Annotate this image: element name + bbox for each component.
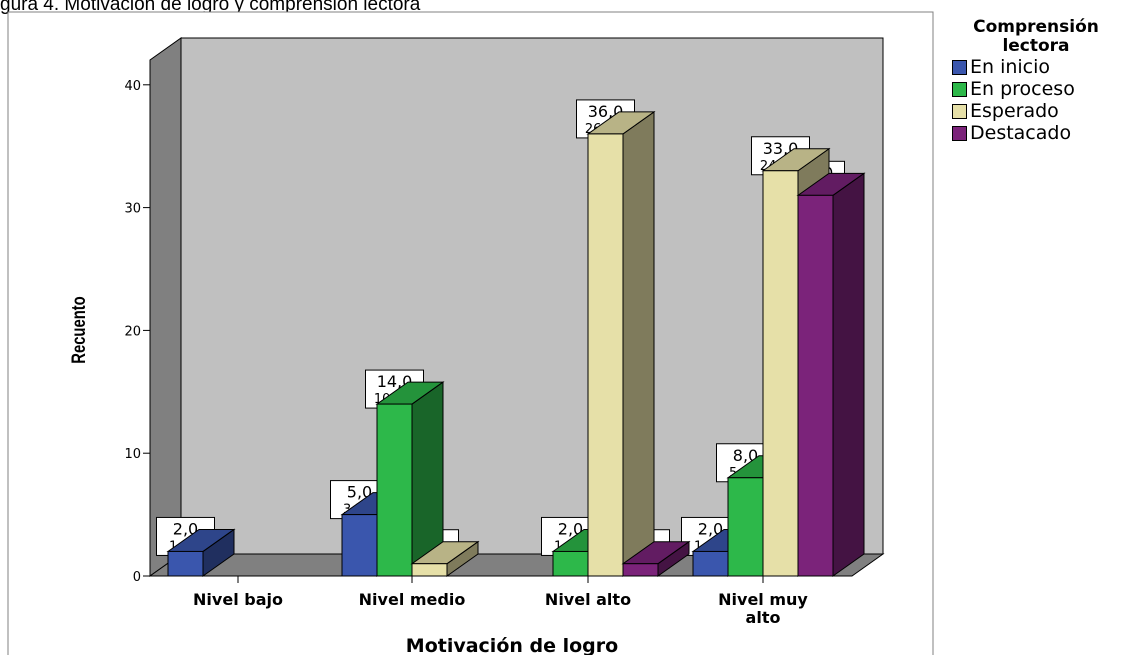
legend-swatch <box>952 103 967 119</box>
legend-item: En inicio <box>938 56 1134 78</box>
x-tick-label: Nivel bajo <box>193 590 283 609</box>
legend-items: En inicio En proceso Esperado Destacado <box>938 56 1134 144</box>
legend-item: En proceso <box>938 78 1134 100</box>
data-label-value: 2,0 <box>173 519 198 538</box>
bar <box>166 528 236 577</box>
y-tick-label: 0 <box>133 570 141 585</box>
data-label-value: 8,0 <box>733 446 758 465</box>
legend: Comprensión lectora En inicio En proceso E… <box>938 18 1134 144</box>
legend-swatch <box>952 59 967 75</box>
bar <box>586 110 656 577</box>
bar-front <box>587 133 624 577</box>
bar-front <box>727 477 764 577</box>
data-label-value: 5,0 <box>347 483 372 502</box>
left-wall <box>149 37 182 577</box>
bar-front <box>762 170 799 577</box>
x-tick-label: Nivel alto <box>545 590 631 609</box>
legend-label: Destacado <box>970 122 1072 144</box>
bar-front <box>552 550 589 577</box>
y-tick-label: 20 <box>124 324 141 339</box>
legend-item: Esperado <box>938 100 1134 122</box>
bar-front <box>622 563 659 577</box>
legend-label: Esperado <box>970 100 1059 122</box>
bars-layer: 2,01,5%5,03,7%14,010,4%1,00,7%2,01,5%36,… <box>156 99 866 577</box>
data-label-value: 2,0 <box>558 519 583 538</box>
bar-front <box>167 550 204 577</box>
x-axis-label: Motivación de logro <box>406 635 618 655</box>
legend-title: Comprensión lectora <box>973 17 1099 56</box>
bar <box>375 381 445 577</box>
y-axis: 0 10 20 30 40 <box>124 60 151 585</box>
legend-label: En proceso <box>970 78 1075 100</box>
data-label-value: 2,0 <box>698 519 723 538</box>
figure-caption: gura 4. Motivación de logro y comprensió… <box>0 0 421 15</box>
y-axis-label: Recuento <box>68 296 89 363</box>
x-axis: Nivel bajo Nivel medio Nivel alto Nivel muy… <box>193 576 808 627</box>
bar-front <box>376 403 413 577</box>
y-tick-label: 10 <box>124 447 141 462</box>
legend-label: En inicio <box>970 56 1051 78</box>
legend-swatch <box>952 125 967 141</box>
x-tick-label: Nivel muy alto <box>718 590 808 627</box>
y-tick-label: 30 <box>124 202 141 217</box>
bar-side <box>622 110 655 577</box>
bar <box>621 540 691 577</box>
bar <box>796 172 866 577</box>
legend-swatch <box>952 81 967 97</box>
bar-front <box>797 194 834 577</box>
bar <box>410 540 480 577</box>
bar-side <box>832 172 865 577</box>
bar-front <box>411 563 448 577</box>
bar-chart: 0 10 20 30 40 2,01,5%5,03,7%14,010,4%1,00,7%… <box>7 11 934 655</box>
bar-front <box>692 550 729 577</box>
bar-front <box>341 514 378 577</box>
y-tick-label: 40 <box>124 79 141 94</box>
x-tick-label: Nivel medio <box>359 590 466 609</box>
legend-item: Destacado <box>938 122 1134 144</box>
